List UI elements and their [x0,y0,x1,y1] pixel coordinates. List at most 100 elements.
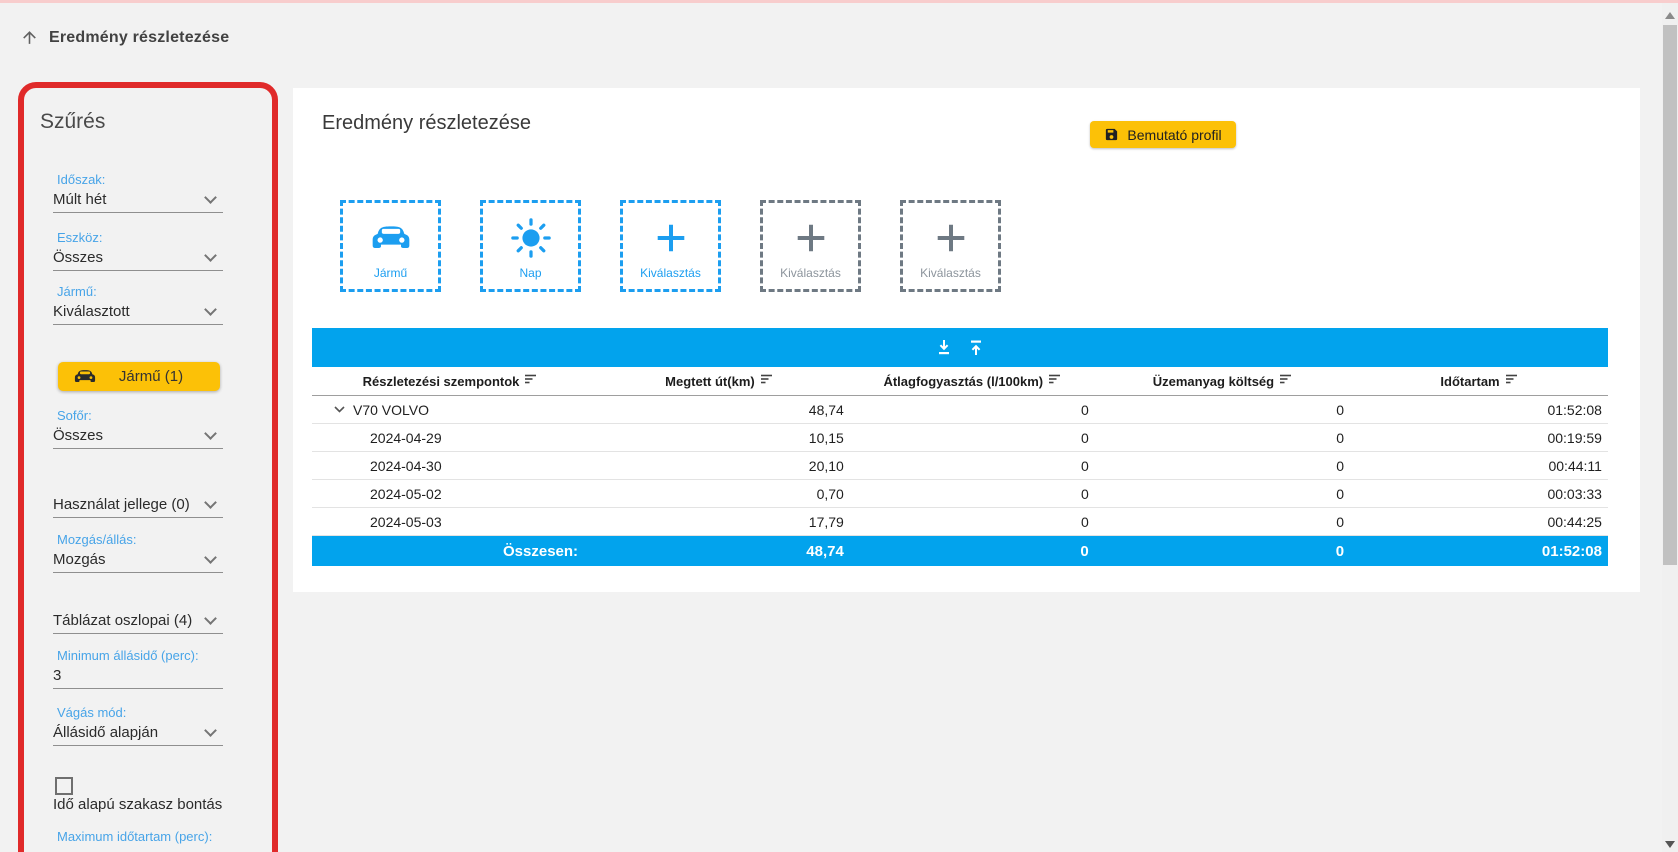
field-label: Jármű: [57,284,97,299]
field-label: Vágás mód: [57,705,127,720]
minimum-allasido-field[interactable]: Minimum állásidő (perc): 3 [53,648,223,689]
row-name: 2024-04-30 [370,457,442,474]
row-name: 2024-04-29 [370,429,442,446]
row-value-text: 0 [1336,457,1345,474]
top-progress-line [0,0,1678,3]
ido-alapu-checkbox[interactable] [55,777,73,795]
tile-label: Jármű [373,266,408,280]
column-header[interactable]: Időtartam [1350,374,1608,389]
tiles-row: Jármű Nap Kiválasztás Kiválasztás Kiválasztá… [340,200,1001,292]
row-value: 00:03:33 [1350,486,1608,502]
tile-day[interactable]: Nap [480,200,581,292]
row-value: 0 [850,486,1095,502]
sun-icon [510,203,552,266]
table-row[interactable]: 2024-05-02 0,70 0 0 00:03:33 [312,480,1608,508]
row-value: 00:44:11 [1350,458,1608,474]
tile-selection-empty-1[interactable]: Kiválasztás [760,200,861,292]
row-value-text: 0 [1336,513,1345,530]
row-value: 0 [1095,514,1350,530]
tile-label: Kiválasztás [780,266,841,280]
row-name-cell: 2024-05-02 [312,486,588,502]
row-value-text: 0 [1336,401,1345,418]
summary-value: 0 [1095,543,1350,560]
row-value-text: 0 [1080,485,1089,502]
select-vagas-mod[interactable]: Vágás mód: Állásidő alapján [53,705,223,746]
column-header-label: Átlagfogyasztás (l/100km) [883,373,1044,389]
row-value-text: 00:19:59 [1547,429,1602,446]
arrow-up-icon[interactable] [20,28,39,47]
maximum-idotartam-label: Maximum időtartam (perc): [57,829,213,844]
demo-profile-button[interactable]: Bemutató profil [1090,121,1236,148]
plus-icon [792,203,830,266]
table-row[interactable]: 2024-05-03 17,79 0 0 00:44:25 [312,508,1608,536]
select-sofor[interactable]: Sofőr: Összes [53,408,223,449]
row-value-text: 0 [1336,485,1345,502]
page-title: Eredmény részletezése [49,28,230,46]
row-value: 0 [1095,458,1350,474]
field-label: Sofőr: [57,408,92,423]
row-value-text: 0,70 [816,485,844,502]
summary-value-text: 0 [1335,542,1345,560]
row-value: 17,79 [588,514,850,530]
row-value: 0 [850,458,1095,474]
collapse-all-icon[interactable] [936,339,952,356]
chevron-down-icon [204,496,217,509]
row-value: 0 [1095,486,1350,502]
row-value-text: 0 [1080,429,1089,446]
tile-selection-empty-2[interactable]: Kiválasztás [900,200,1001,292]
field-label: Időszak: [57,172,106,187]
select-hasznalat-jellege[interactable]: Használat jellege (0) [53,495,223,518]
expand-all-icon[interactable] [968,339,984,356]
tile-vehicle[interactable]: Jármű [340,200,441,292]
select-tablazat-oszlopai[interactable]: Táblázat oszlopai (4) [53,611,223,634]
summary-value-text: 01:52:08 [1541,542,1602,560]
tile-selection[interactable]: Kiválasztás [620,200,721,292]
column-header-label: Üzemanyag költség [1152,373,1275,389]
card-title: Eredmény részletezése [322,112,531,134]
column-header[interactable]: Üzemanyag költség [1095,374,1350,389]
tile-label: Kiválasztás [640,266,701,280]
field-value: Múlt hét [53,191,107,208]
sidebar-title: Szűrés [40,110,106,133]
select-jarmu[interactable]: Jármű: Kiválasztott [53,284,223,325]
row-value: 0,70 [588,486,850,502]
scrollbar-thumb[interactable] [1663,25,1677,565]
row-value: 48,74 [588,402,850,418]
row-name-cell: 2024-04-30 [312,458,588,474]
column-header[interactable]: Átlagfogyasztás (l/100km) [850,374,1095,389]
row-value-text: 00:44:25 [1547,513,1602,530]
summary-value: 0 [850,543,1095,560]
row-value: 20,10 [588,458,850,474]
table-row[interactable]: 2024-04-30 20,10 0 0 00:44:11 [312,452,1608,480]
minimum-allasido-input[interactable]: 3 [53,667,62,684]
row-value-text: 00:44:11 [1548,457,1602,474]
plus-icon [652,203,690,266]
chevron-down-icon[interactable] [334,406,345,413]
scroll-up-arrow-icon[interactable] [1665,12,1675,19]
result-table: Részletezési szempontok Megtett út(km) Átl… [312,328,1608,566]
filter-icon [760,374,773,384]
vertical-scrollbar[interactable] [1662,3,1678,852]
breadcrumb: Eredmény részletezése [20,28,229,47]
field-value: Mozgás [53,551,106,568]
select-mozgas-allas[interactable]: Mozgás/állás: Mozgás [53,532,223,573]
column-header[interactable]: Részletezési szempontok [312,374,588,389]
row-value: 0 [850,514,1095,530]
summary-value-text: 0 [1080,542,1089,560]
row-name: 2024-05-03 [370,513,442,530]
select-eszkoz[interactable]: Eszköz: Összes [53,230,223,271]
field-label: Mozgás/állás: [57,532,137,547]
table-row[interactable]: V70 VOLVO 48,74 0 0 01:52:08 [312,396,1608,424]
field-value: Állásidő alapján [53,724,159,741]
row-name-cell: V70 VOLVO [312,402,588,418]
vehicle-select-button[interactable]: Jármű (1) [58,362,220,391]
row-value: 01:52:08 [1350,402,1608,418]
row-value-text: 01:52:08 [1547,401,1602,418]
row-value: 0 [850,430,1095,446]
table-row[interactable]: 2024-04-29 10,15 0 0 00:19:59 [312,424,1608,452]
scroll-down-arrow-icon[interactable] [1665,841,1675,848]
select-idoszak[interactable]: Időszak: Múlt hét [53,172,223,213]
ido-alapu-checkbox-label: Idő alapú szakasz bontás [53,796,223,813]
chevron-down-icon [204,303,217,316]
column-header[interactable]: Megtett út(km) [588,374,850,389]
